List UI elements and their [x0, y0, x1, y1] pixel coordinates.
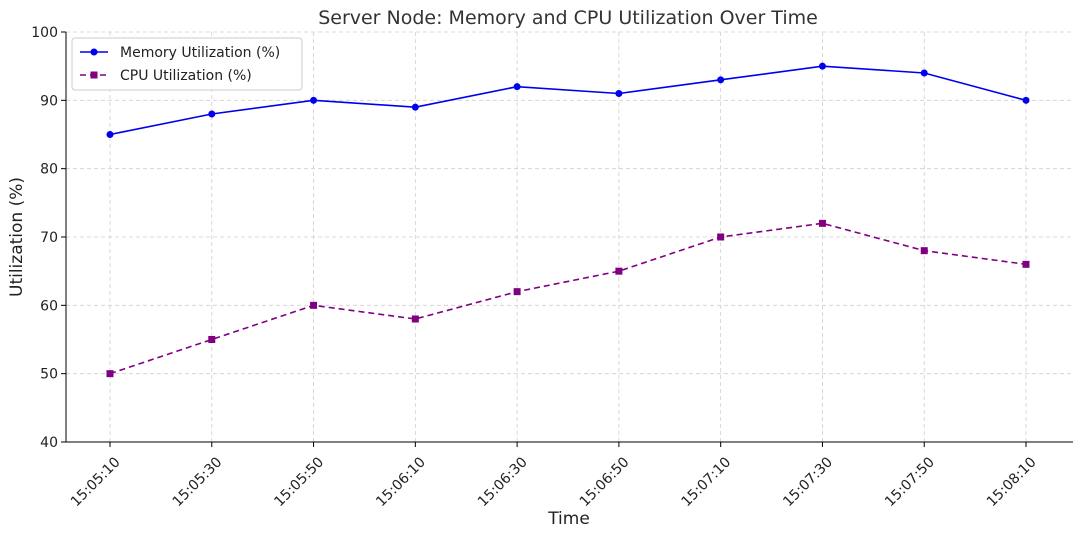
y-tick-label: 40 — [40, 435, 58, 451]
data-point — [106, 131, 114, 138]
legend-item: CPU Utilization (%) — [80, 68, 252, 84]
legend-label: CPU Utilization (%) — [120, 68, 252, 84]
chart-title: Server Node: Memory and CPU Utilization … — [318, 7, 818, 29]
x-axis-label: Time — [547, 509, 590, 529]
legend-swatch-marker — [90, 71, 98, 79]
x-tick-label: 15:05:30 — [170, 454, 226, 510]
data-point — [717, 76, 725, 84]
y-tick-label: 60 — [40, 298, 58, 314]
y-tick-label: 50 — [40, 367, 58, 383]
legend-swatch-marker — [90, 48, 98, 56]
x-tick-label: 15:06:50 — [577, 454, 633, 510]
data-point — [513, 288, 521, 296]
series-line — [109, 65, 1027, 136]
legend-label: Memory Utilization (%) — [120, 45, 280, 61]
data-point — [920, 69, 928, 77]
x-tick-label: 15:07:10 — [678, 454, 734, 510]
y-axis-label: Utilization (%) — [7, 177, 27, 297]
y-tick-label: 100 — [31, 25, 58, 41]
data-point — [208, 110, 216, 118]
legend-box — [71, 37, 303, 91]
x-tick-label: 15:07:50 — [882, 454, 938, 510]
data-point — [1022, 260, 1030, 268]
data-point — [310, 96, 318, 104]
data-point — [920, 247, 928, 255]
data-point — [411, 103, 419, 111]
series-memory — [106, 62, 1030, 138]
tick-labels: 40 50 60 70 80 90 100 15:05:10 15:05:30 15:05:50 1… — [31, 25, 1039, 510]
x-tick-label: 15:05:50 — [271, 454, 327, 510]
legend: Memory Utilization (%) CPU Utilization (%… — [71, 37, 303, 91]
y-tick-label: 90 — [40, 93, 58, 109]
data-point — [1022, 96, 1030, 104]
x-tick-label: 15:07:30 — [780, 454, 836, 510]
y-tick-label: 80 — [40, 162, 58, 178]
legend-item: Memory Utilization (%) — [80, 45, 280, 61]
data-point — [411, 315, 419, 323]
y-tick-label: 70 — [40, 230, 58, 246]
data-point — [818, 219, 826, 227]
data-point — [615, 267, 623, 275]
data-point — [208, 336, 216, 343]
x-tick-label: 15:06:30 — [475, 454, 531, 510]
data-point — [717, 233, 725, 241]
series-layer — [106, 62, 1030, 378]
data-point — [310, 301, 318, 309]
data-point — [106, 370, 114, 378]
x-tick-label: 15:06:10 — [373, 454, 429, 510]
grid — [66, 31, 1073, 443]
data-point — [818, 62, 826, 70]
x-tick-label: 15:08:10 — [984, 454, 1040, 510]
series-cpu — [106, 219, 1030, 378]
data-point — [615, 90, 623, 97]
series-line — [109, 222, 1027, 375]
x-tick-label: 15:05:10 — [68, 454, 124, 510]
data-point — [513, 83, 521, 91]
